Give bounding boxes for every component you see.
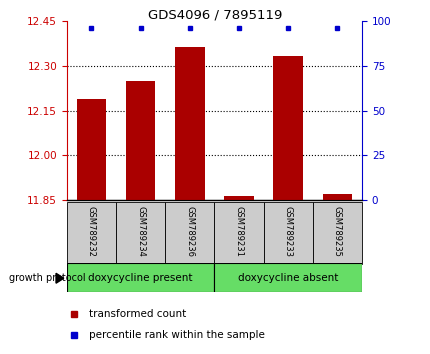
Bar (322, 194, 351, 200)
Text: GSM789236: GSM789236 (185, 206, 194, 257)
Text: GSM789235: GSM789235 (332, 206, 341, 257)
Text: GSM789233: GSM789233 (283, 206, 292, 257)
Bar (77, 99, 106, 200)
Bar (116, 202, 165, 264)
Text: transformed count: transformed count (89, 309, 186, 319)
Text: growth protocol: growth protocol (9, 273, 85, 283)
Bar (67, 263, 214, 292)
Bar (214, 263, 361, 292)
Text: GSM789232: GSM789232 (87, 206, 96, 257)
Bar (224, 195, 253, 200)
Bar (273, 56, 302, 200)
Bar (165, 202, 214, 264)
Text: percentile rank within the sample: percentile rank within the sample (89, 330, 264, 341)
Polygon shape (56, 273, 64, 283)
Bar (312, 202, 361, 264)
Bar (67, 202, 116, 264)
Text: GSM789231: GSM789231 (234, 206, 243, 257)
Bar (263, 202, 312, 264)
Bar (126, 81, 155, 200)
Bar (214, 202, 263, 264)
Bar (175, 47, 204, 200)
Text: doxycycline absent: doxycycline absent (237, 273, 338, 282)
Text: GDS4096 / 7895119: GDS4096 / 7895119 (148, 9, 282, 22)
Text: GSM789234: GSM789234 (136, 206, 145, 257)
Text: doxycycline present: doxycycline present (88, 273, 192, 282)
